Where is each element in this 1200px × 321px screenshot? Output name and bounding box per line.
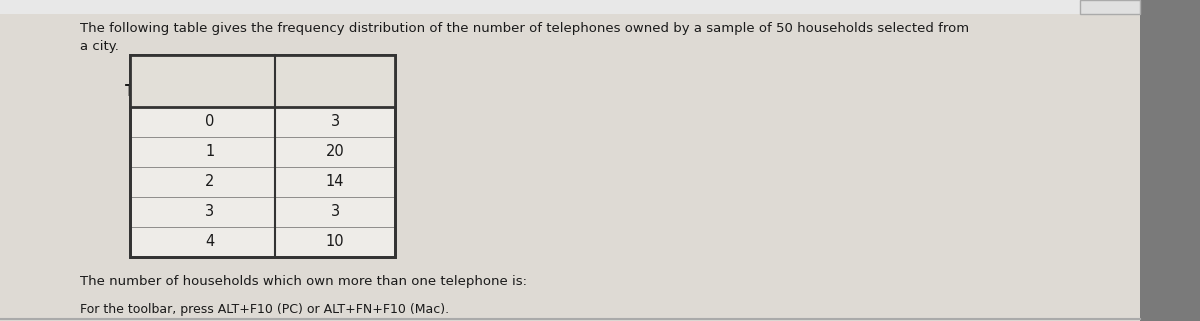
Text: 1: 1 [205,144,215,160]
Text: 14: 14 [325,175,344,189]
Text: 20: 20 [325,144,344,160]
Text: 2: 2 [205,175,215,189]
Text: The following table gives the frequency distribution of the number of telephones: The following table gives the frequency … [80,22,970,53]
Bar [1140,0,1200,321]
Text: 0: 0 [205,115,215,129]
Bar [0,0,1200,14]
Text: 3: 3 [205,204,215,220]
Text: Number of: Number of [158,66,246,81]
Bar [1080,0,1140,14]
Text: 3: 3 [330,204,340,220]
Text: 10: 10 [325,235,344,249]
Text: 3: 3 [330,115,340,129]
Text: 4: 4 [205,235,215,249]
Text: The number of households which own more than one telephone is:: The number of households which own more … [80,275,527,288]
Text: f: f [331,72,338,91]
Bar [130,55,395,257]
Text: For the toolbar, press ALT+F10 (PC) or ALT+FN+F10 (Mac).: For the toolbar, press ALT+F10 (PC) or A… [80,303,449,316]
Text: Telephones Owned: Telephones Owned [125,84,281,99]
Bar [130,55,395,257]
Bar [130,55,395,107]
